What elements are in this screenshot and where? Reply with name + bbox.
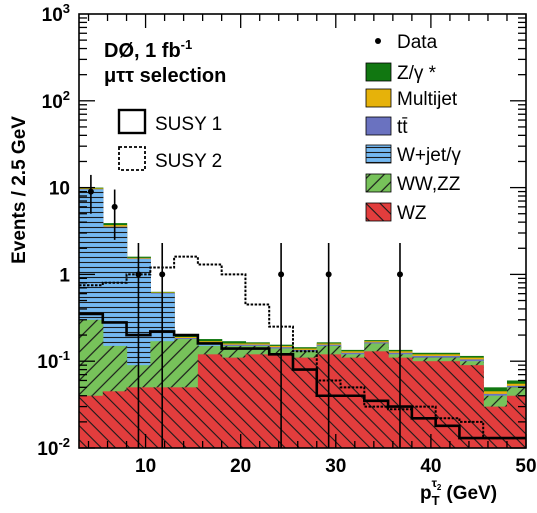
y-tick-label-10: 10: [49, 179, 70, 200]
x-axis-title-sup: τ: [432, 476, 438, 490]
data-point-3: [159, 243, 166, 448]
y-tick-label-base: 10: [42, 5, 63, 26]
data-point-5-marker: [325, 271, 332, 278]
y-tick-label-base: 10: [42, 92, 63, 113]
data-points: [87, 174, 403, 448]
background-legend: Data Z/γ * Multijet tt̄ W+jet/γ WW,ZZ WZ: [365, 32, 461, 224]
x-tick-label-20: 20: [230, 456, 251, 477]
bar-wz-7: [245, 354, 270, 448]
bar-wz-4: [174, 387, 199, 448]
x-tick-label-10: 10: [135, 456, 156, 477]
bar-wz-11: [340, 357, 365, 448]
susy-legend: SUSY 1 SUSY 2: [117, 108, 222, 172]
y-tick-label-exponent: -1: [58, 348, 70, 363]
x-tick-label-40: 40: [420, 456, 441, 477]
x-axis-title-unit: (GeV): [446, 483, 497, 504]
data-legend-label: Data: [397, 32, 438, 53]
ttbar-legend-label: tt̄: [397, 117, 408, 138]
wjet-legend-swatch: [365, 144, 392, 164]
data-point-2: [135, 243, 142, 448]
x-axis-title-sup-sub: 2: [437, 483, 442, 492]
susy2-legend-label: SUSY 2: [155, 151, 222, 172]
x-tick-label-50: 50: [515, 456, 536, 477]
wjet-legend-label: W+jet/γ: [397, 145, 461, 166]
multijet-legend-label: Multijet: [397, 89, 458, 110]
selection-label: μττ selection: [104, 65, 226, 87]
y-tick-label-exponent: 3: [63, 1, 70, 16]
multijet-legend-swatch: [365, 88, 392, 108]
data-point-0: [87, 174, 94, 214]
susy1-line: [79, 312, 526, 440]
data-point-4-marker: [278, 271, 285, 278]
y-tick-label-1: 1: [59, 265, 70, 286]
y-tick-label-10-2: 10-2: [37, 435, 70, 460]
susy2-legend-swatch: [118, 146, 146, 171]
x-tick-label-30: 30: [325, 456, 346, 477]
data-legend-marker: [375, 38, 381, 44]
bar-wz-1: [102, 391, 128, 448]
data-point-2-marker: [135, 271, 142, 278]
susy1-legend-swatch: [117, 108, 147, 135]
x-axis-title: pTτ2 (GeV): [420, 476, 497, 508]
data-point-1-marker: [111, 203, 118, 210]
bar-wz-6: [221, 357, 247, 448]
data-point-0-marker: [87, 188, 94, 195]
y-tick-label-102: 102: [42, 88, 70, 113]
y-tick-label-10-1: 10-1: [37, 348, 70, 373]
data-point-5: [325, 243, 332, 448]
plot-frame: [78, 13, 527, 449]
wz-legend-label: WZ: [397, 203, 427, 224]
y-tick-label-base: 1: [59, 265, 70, 286]
data-point-6: [396, 243, 403, 448]
bar-wz-14: [411, 361, 437, 448]
susy-signal-curves: [79, 255, 526, 440]
wwzz-legend-label: WW,ZZ: [397, 174, 461, 195]
y-tick-label-exponent: -2: [58, 435, 70, 450]
bar-wz-5: [197, 354, 223, 448]
stack-wz: [79, 351, 526, 448]
wz-legend-swatch: [365, 202, 392, 222]
bar-wz-15: [435, 361, 461, 448]
y-axis-title: Events / 2.5 GeV: [9, 116, 30, 264]
zgamma-legend-label: Z/γ *: [397, 63, 437, 84]
bar-wz-16: [459, 365, 484, 448]
y-tick-label-103: 103: [42, 1, 70, 26]
x-axis-title-p: p: [420, 483, 432, 504]
stacked-backgrounds: [79, 187, 526, 448]
data-point-1: [111, 189, 118, 240]
experiment-label-superscript: -1: [181, 37, 193, 52]
y-tick-label-exponent: 2: [63, 88, 70, 103]
data-point-4: [278, 243, 285, 448]
data-point-6-marker: [396, 271, 403, 278]
y-tick-label-base: 10: [37, 439, 58, 460]
zgamma-legend-swatch: [365, 62, 392, 82]
bar-wz-9: [292, 357, 318, 448]
ttbar-legend-swatch: [365, 116, 392, 136]
experiment-label: DØ, 1 fb-1: [104, 37, 192, 62]
wwzz-legend-swatch: [365, 173, 392, 193]
bar-wz-17: [483, 406, 508, 448]
susy1-legend-label: SUSY 1: [155, 114, 222, 135]
y-tick-label-base: 10: [49, 179, 70, 200]
bar-wz-18: [506, 395, 526, 448]
y-tick-label-base: 10: [37, 352, 58, 373]
data-point-3-marker: [159, 271, 166, 278]
x-axis-title-sub: T: [432, 493, 440, 508]
